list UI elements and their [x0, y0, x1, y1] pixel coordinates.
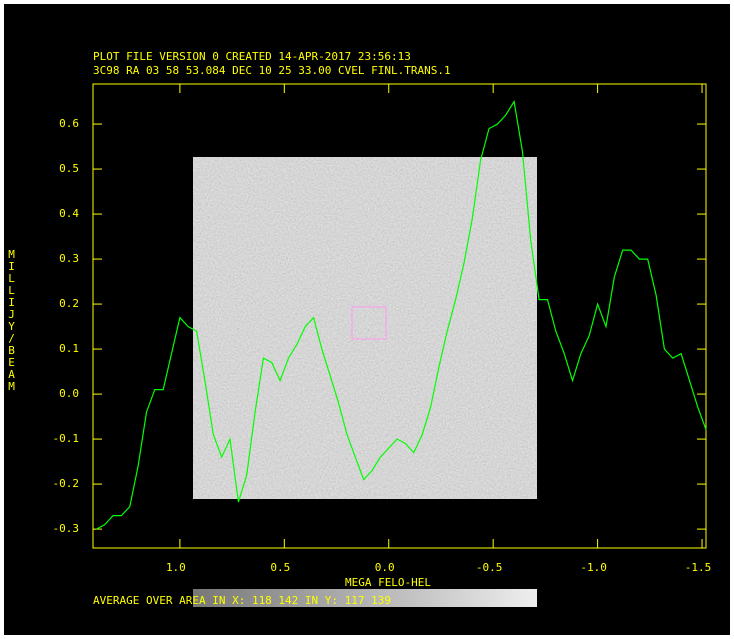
x-tick-label: -0.5	[476, 561, 503, 574]
x-tick-label: 0.0	[375, 561, 395, 574]
y-tick-label: -0.2	[53, 477, 80, 490]
y-tick-label: -0.3	[53, 522, 80, 535]
x-tick-label: 0.5	[270, 561, 290, 574]
y-tick-label: 0.0	[59, 387, 79, 400]
x-tick-label: -1.0	[580, 561, 607, 574]
page: PLOT FILE VERSION 0 CREATED 14-APR-2017 …	[0, 0, 734, 639]
y-axis-label: MILLIJY/BEAM	[5, 248, 18, 392]
y-tick-label: 0.5	[59, 162, 79, 175]
annotation: AVERAGE OVER AREA IN X: 118 142 IN Y: 11…	[93, 594, 391, 607]
title: PLOT FILE VERSION 0 CREATED 14-APR-2017 …	[93, 50, 411, 63]
x-tick-label: 1.0	[166, 561, 186, 574]
x-tick-label: -1.5	[685, 561, 712, 574]
subtitle: 3C98 RA 03 58 53.084 DEC 10 25 33.00 CVE…	[93, 64, 451, 77]
image-overlay	[193, 157, 537, 499]
y-tick-label: 0.6	[59, 117, 79, 130]
y-tick-label: 0.1	[59, 342, 79, 355]
chart: PLOT FILE VERSION 0 CREATED 14-APR-2017 …	[0, 0, 734, 639]
y-tick-label: 0.2	[59, 297, 79, 310]
x-axis-label: MEGA FELO-HEL	[345, 576, 431, 589]
y-tick-label: 0.4	[59, 207, 79, 220]
y-tick-label: 0.3	[59, 252, 79, 265]
y-tick-label: -0.1	[53, 432, 80, 445]
